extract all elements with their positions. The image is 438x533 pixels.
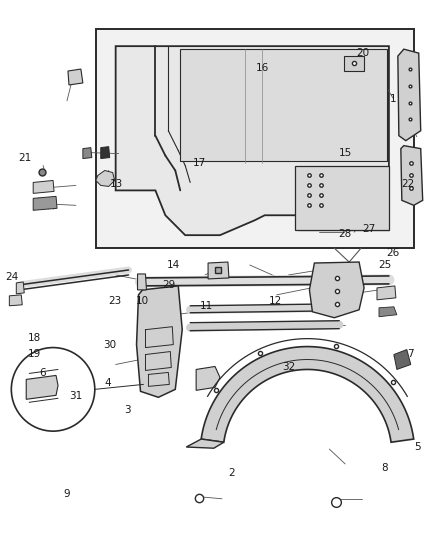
Polygon shape bbox=[401, 146, 423, 205]
Polygon shape bbox=[96, 171, 115, 187]
Polygon shape bbox=[101, 147, 110, 158]
Text: 27: 27 bbox=[363, 224, 376, 235]
Text: 11: 11 bbox=[199, 301, 212, 311]
Polygon shape bbox=[294, 166, 389, 230]
Polygon shape bbox=[379, 307, 397, 317]
Text: 8: 8 bbox=[381, 463, 388, 473]
Polygon shape bbox=[208, 262, 229, 279]
Polygon shape bbox=[196, 367, 220, 390]
Text: 12: 12 bbox=[269, 296, 282, 306]
Text: 14: 14 bbox=[167, 261, 180, 270]
Text: 17: 17 bbox=[193, 158, 206, 168]
Polygon shape bbox=[16, 282, 24, 294]
Polygon shape bbox=[33, 181, 54, 193]
Text: 29: 29 bbox=[162, 280, 176, 290]
Text: 15: 15 bbox=[339, 148, 352, 158]
Text: 5: 5 bbox=[414, 442, 420, 452]
Polygon shape bbox=[26, 375, 58, 399]
Text: 20: 20 bbox=[356, 49, 369, 58]
Text: 10: 10 bbox=[136, 296, 149, 306]
Text: 9: 9 bbox=[64, 489, 70, 499]
Polygon shape bbox=[186, 439, 224, 448]
Polygon shape bbox=[116, 46, 389, 235]
Text: 21: 21 bbox=[19, 153, 32, 163]
Polygon shape bbox=[344, 56, 364, 71]
Polygon shape bbox=[201, 346, 414, 442]
Text: 1: 1 bbox=[390, 94, 396, 104]
Text: 2: 2 bbox=[229, 469, 235, 478]
Text: 16: 16 bbox=[256, 63, 269, 72]
Polygon shape bbox=[68, 69, 83, 85]
Text: 32: 32 bbox=[282, 362, 295, 372]
Polygon shape bbox=[83, 148, 92, 158]
Text: 28: 28 bbox=[339, 229, 352, 239]
Text: 3: 3 bbox=[124, 405, 131, 415]
Text: 18: 18 bbox=[28, 333, 41, 343]
Text: 26: 26 bbox=[386, 248, 400, 259]
Polygon shape bbox=[180, 49, 387, 160]
Polygon shape bbox=[138, 274, 146, 290]
Polygon shape bbox=[309, 262, 364, 318]
Polygon shape bbox=[96, 29, 414, 248]
Polygon shape bbox=[33, 196, 57, 211]
Text: 23: 23 bbox=[108, 296, 121, 306]
Polygon shape bbox=[394, 350, 411, 369]
Text: 22: 22 bbox=[402, 179, 415, 189]
Polygon shape bbox=[9, 295, 22, 306]
Text: 4: 4 bbox=[105, 378, 111, 388]
Text: 13: 13 bbox=[110, 179, 124, 189]
Polygon shape bbox=[377, 286, 396, 300]
Text: 31: 31 bbox=[69, 391, 82, 401]
Text: 24: 24 bbox=[6, 272, 19, 282]
Polygon shape bbox=[137, 286, 182, 397]
Text: 30: 30 bbox=[104, 340, 117, 350]
Polygon shape bbox=[398, 49, 421, 141]
Text: 25: 25 bbox=[378, 261, 391, 270]
Text: 19: 19 bbox=[28, 349, 41, 359]
Text: 7: 7 bbox=[407, 349, 414, 359]
Text: 6: 6 bbox=[39, 368, 46, 377]
